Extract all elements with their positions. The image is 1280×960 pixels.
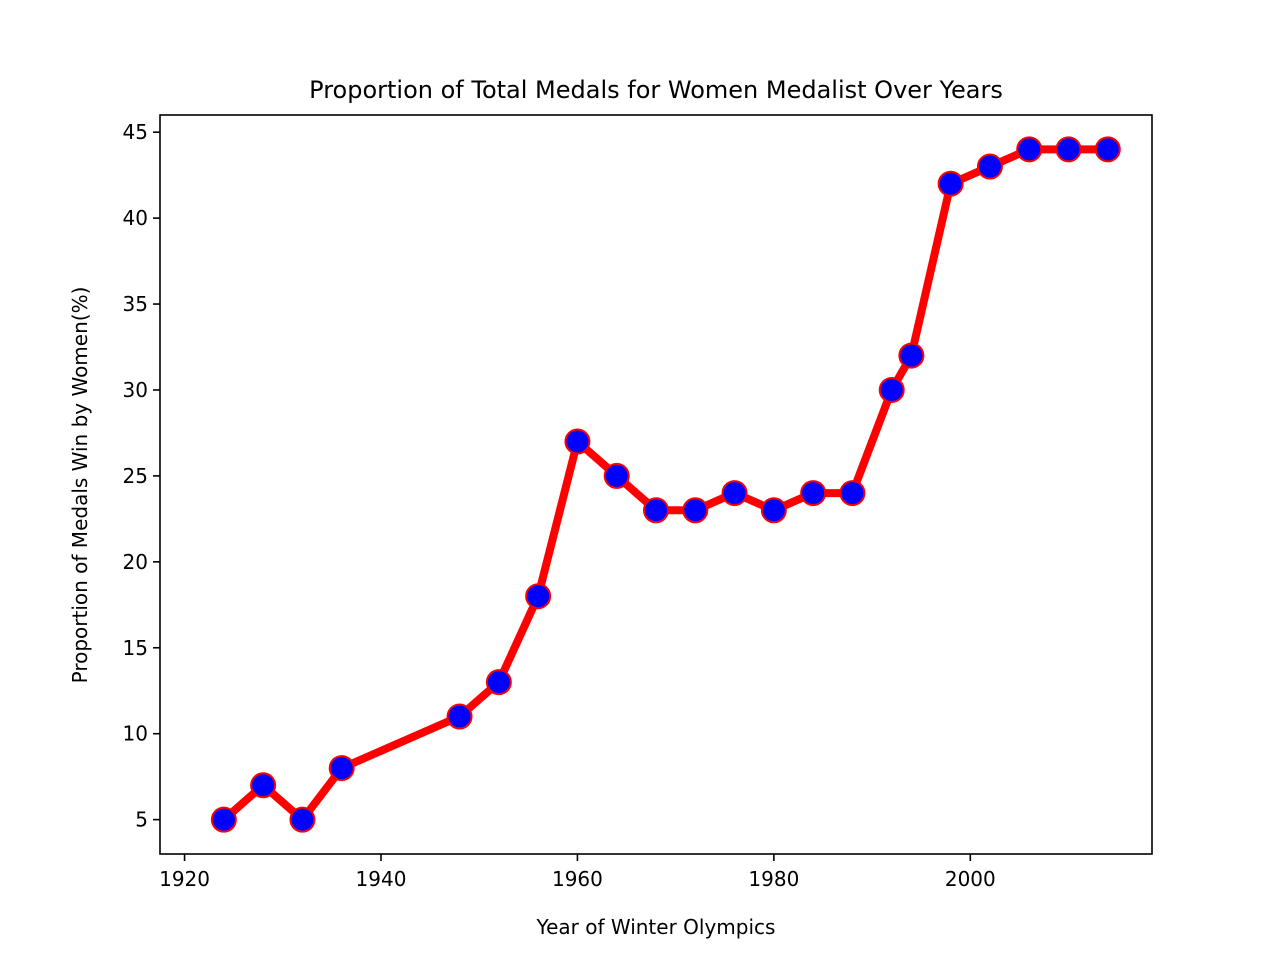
data-point <box>937 170 964 197</box>
data-point <box>839 480 866 507</box>
axes-frame <box>159 114 1153 855</box>
data-point <box>1055 136 1082 163</box>
data-point <box>643 497 669 524</box>
y-tick-label: 15 <box>123 636 148 660</box>
data-point <box>721 480 748 507</box>
data-point <box>760 497 787 524</box>
axes: 1920 1940 1960 1980 2000 5 10 15 20 25 30 35 40 45 <box>123 114 1153 891</box>
data-point <box>564 428 591 455</box>
x-tick-label: 1940 <box>356 867 407 891</box>
data-point <box>898 342 925 369</box>
data-point <box>603 462 630 489</box>
x-tick-label: 1920 <box>159 867 210 891</box>
y-tick-label: 5 <box>135 808 148 832</box>
data-point <box>210 806 237 833</box>
y-tick-label: 20 <box>123 550 148 574</box>
data-point <box>289 806 316 833</box>
chart-title: Proportion of Total Medals for Women Med… <box>309 76 1003 104</box>
x-axis-label: Year of Winter Olympics <box>536 915 776 939</box>
data-point <box>1094 136 1121 163</box>
data-point <box>682 497 709 524</box>
y-axis-label: Proportion of Medals Win by Women(%) <box>68 287 92 684</box>
x-tick-label: 1960 <box>552 867 603 891</box>
y-tick-label: 10 <box>123 722 148 746</box>
data-point <box>328 755 355 782</box>
data-point <box>878 376 905 403</box>
series-line <box>221 145 1108 824</box>
data-point <box>525 583 552 610</box>
data-point <box>1016 136 1043 163</box>
data-point <box>485 669 512 696</box>
data-point <box>446 703 473 730</box>
y-tick-label: 35 <box>123 292 148 316</box>
y-tick-label: 40 <box>123 206 148 230</box>
data-point <box>250 772 277 799</box>
y-tick-label: 45 <box>123 120 148 144</box>
data-point <box>800 480 827 507</box>
x-tick-label: 1980 <box>748 867 799 891</box>
data-point <box>976 153 1003 180</box>
y-tick-label: 25 <box>123 464 148 488</box>
y-tick-label: 30 <box>123 378 148 402</box>
plot-area <box>210 136 1121 833</box>
x-tick-label: 2000 <box>945 867 996 891</box>
